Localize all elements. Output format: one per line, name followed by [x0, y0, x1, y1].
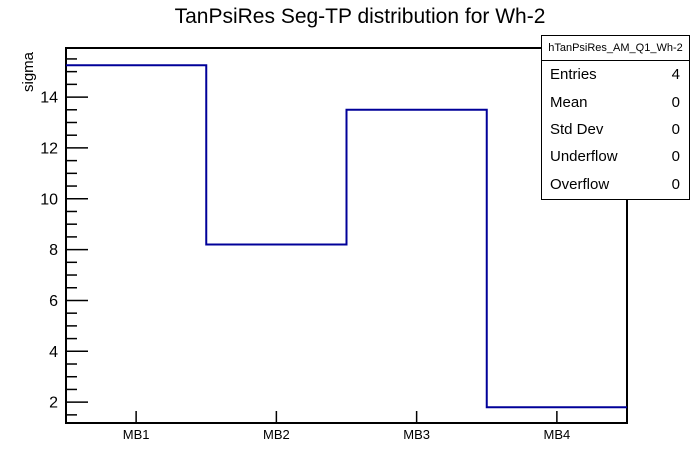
histogram-line	[66, 64, 627, 409]
stats-row: Overflow 0	[542, 171, 689, 198]
stats-row: Std Dev 0	[542, 116, 689, 143]
plot-frame	[65, 47, 628, 424]
stats-row-label: Mean	[550, 93, 588, 111]
stats-box-title: hTanPsiRes_AM_Q1_Wh-2	[542, 36, 689, 61]
stats-row-label: Entries	[550, 66, 597, 84]
stats-box: hTanPsiRes_AM_Q1_Wh-2 Entries 4 Mean 0 Std D…	[541, 35, 690, 200]
x-axis-tick-label: MB2	[263, 427, 290, 442]
stats-box-rows: Entries 4 Mean 0 Std Dev 0 Underflow 0 Overflow 0	[542, 61, 689, 198]
y-axis-tick-label: 2	[49, 395, 58, 412]
stats-row-value: 4	[671, 66, 680, 84]
y-axis-tick-label: 10	[40, 191, 58, 208]
y-axis-tick-label: 6	[49, 293, 58, 310]
y-axis-tick-label: 12	[40, 140, 58, 157]
stats-row-label: Overflow	[550, 175, 610, 193]
stats-row-label: Underflow	[550, 148, 618, 166]
y-axis-tick-label: 8	[49, 242, 58, 259]
stats-row: Entries 4	[542, 61, 689, 88]
stats-row-value: 0	[671, 120, 680, 138]
stats-row-value: 0	[671, 175, 680, 193]
stats-row: Mean 0	[542, 88, 689, 115]
stats-row-label: Std Dev	[550, 120, 604, 138]
y-axis-tick-label: 14	[40, 90, 58, 107]
stats-row-value: 0	[671, 148, 680, 166]
stats-row: Underflow 0	[542, 143, 689, 170]
x-axis-tick-label: MB3	[403, 427, 430, 442]
stats-row-value: 0	[671, 93, 680, 111]
x-axis-tick-label: MB1	[123, 427, 150, 442]
chart-title: TanPsiRes Seg-TP distribution for Wh-2	[174, 5, 546, 28]
x-axis-tick-label: MB4	[544, 427, 571, 442]
y-axis-tick-label: 4	[49, 344, 58, 361]
